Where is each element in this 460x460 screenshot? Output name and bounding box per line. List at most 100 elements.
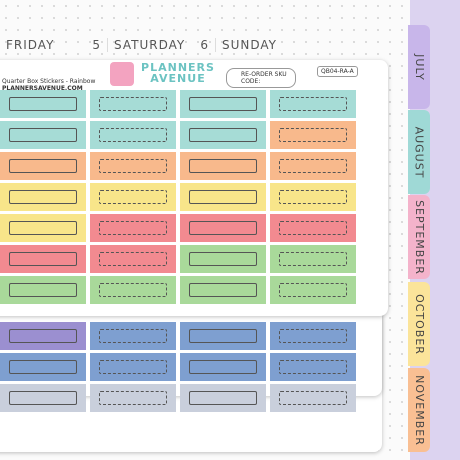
- sticker-box: [180, 384, 266, 412]
- sticker-box: [270, 353, 356, 381]
- sticker-box: [180, 322, 266, 350]
- sticker-box: [270, 214, 356, 242]
- box-outline: [188, 190, 258, 204]
- box-outline: [98, 329, 168, 343]
- box-outline: [8, 159, 78, 173]
- sticker-box: [270, 322, 356, 350]
- box-outline: [8, 221, 78, 235]
- box-outline: [188, 97, 258, 111]
- box-outline: [8, 128, 78, 142]
- brand: PLANNERS AVENUE: [141, 61, 215, 85]
- box-outline: [98, 391, 168, 405]
- box-outline: [278, 128, 348, 142]
- sticker-box: [0, 276, 86, 304]
- box-outline: [8, 283, 78, 297]
- sticker-box: [180, 245, 266, 273]
- box-outline: [278, 329, 348, 343]
- box-outline: [188, 360, 258, 374]
- tab-label: NOVEMBER: [412, 374, 426, 446]
- sticker-box: [270, 90, 356, 118]
- box-outline: [188, 391, 258, 405]
- day-name: SATURDAY: [114, 38, 186, 52]
- sticker-box: [0, 152, 86, 180]
- box-outline: [98, 283, 168, 297]
- box-outline: [98, 221, 168, 235]
- tab-label: OCTOBER: [412, 293, 426, 355]
- box-outline: [278, 221, 348, 235]
- sticker-box: [180, 152, 266, 180]
- box-outline: [188, 329, 258, 343]
- box-outline: [8, 190, 78, 204]
- sticker-box: [90, 183, 176, 211]
- sku: QB04-RA-A: [317, 66, 358, 77]
- box-outline: [278, 360, 348, 374]
- sticker-box: [270, 152, 356, 180]
- day-name: FRIDAY: [6, 38, 55, 52]
- sticker-box: [90, 152, 176, 180]
- sticker-box: [180, 90, 266, 118]
- sticker-box: [180, 121, 266, 149]
- sticker-box: [90, 245, 176, 273]
- box-outline: [278, 190, 348, 204]
- day: SATURDAY 6: [108, 38, 216, 52]
- box-outline: [8, 329, 78, 343]
- day: SUNDAY: [216, 38, 324, 52]
- sticker-box: [270, 121, 356, 149]
- sticker-box: [270, 276, 356, 304]
- box-outline: [278, 283, 348, 297]
- sticker-box: [90, 214, 176, 242]
- month-tab: NOVEMBER: [408, 368, 430, 452]
- box-outline: [278, 159, 348, 173]
- day: FRIDAY 5: [0, 38, 108, 52]
- sticker-box: [0, 353, 86, 381]
- sticker-box: [180, 353, 266, 381]
- box-outline: [278, 97, 348, 111]
- box-outline: [8, 391, 78, 405]
- box-outline: [98, 159, 168, 173]
- website: PLANNERSAVENUE.COM: [2, 85, 83, 92]
- logo-icon: [110, 62, 134, 86]
- box-outline: [98, 190, 168, 204]
- box-outline: [98, 252, 168, 266]
- day-name: SUNDAY: [222, 38, 278, 52]
- sticker-box: [180, 214, 266, 242]
- sticker-box: [0, 90, 86, 118]
- sticker-box: [0, 322, 86, 350]
- month-tab: JULY: [408, 25, 430, 109]
- month-tab: SEPTEMBER: [408, 195, 430, 279]
- sticker-box: [90, 90, 176, 118]
- sticker-sheet: PLANNERS AVENUE Quarter Box Stickers - R…: [0, 60, 388, 316]
- sticker-box: [0, 183, 86, 211]
- box-outline: [98, 97, 168, 111]
- box-outline: [278, 391, 348, 405]
- box-outline: [188, 252, 258, 266]
- sticker-box: [270, 384, 356, 412]
- sticker-box: [90, 353, 176, 381]
- sticker-box: [270, 183, 356, 211]
- box-outline: [8, 360, 78, 374]
- sticker-box: [0, 214, 86, 242]
- sticker-box: [90, 121, 176, 149]
- sticker-box: [0, 121, 86, 149]
- tab-label: SEPTEMBER: [412, 199, 426, 275]
- month-tab: OCTOBER: [408, 282, 430, 366]
- box-outline: [98, 128, 168, 142]
- sticker-box: [180, 276, 266, 304]
- box-outline: [98, 360, 168, 374]
- tab-label: AUGUST: [412, 126, 426, 178]
- day-header: FRIDAY 5 SATURDAY 6 SUNDAY: [0, 30, 410, 60]
- box-outline: [8, 97, 78, 111]
- sticker-box: [0, 384, 86, 412]
- reorder-label: RE-ORDER SKU CODE:: [226, 68, 296, 88]
- sticker-box: [270, 245, 356, 273]
- box-outline: [278, 252, 348, 266]
- sticker-box: [90, 384, 176, 412]
- month-tab: AUGUST: [408, 110, 430, 194]
- sticker-box: [90, 276, 176, 304]
- box-outline: [188, 159, 258, 173]
- box-outline: [188, 221, 258, 235]
- box-outline: [8, 252, 78, 266]
- sticker-box: [90, 322, 176, 350]
- sticker-box: [0, 245, 86, 273]
